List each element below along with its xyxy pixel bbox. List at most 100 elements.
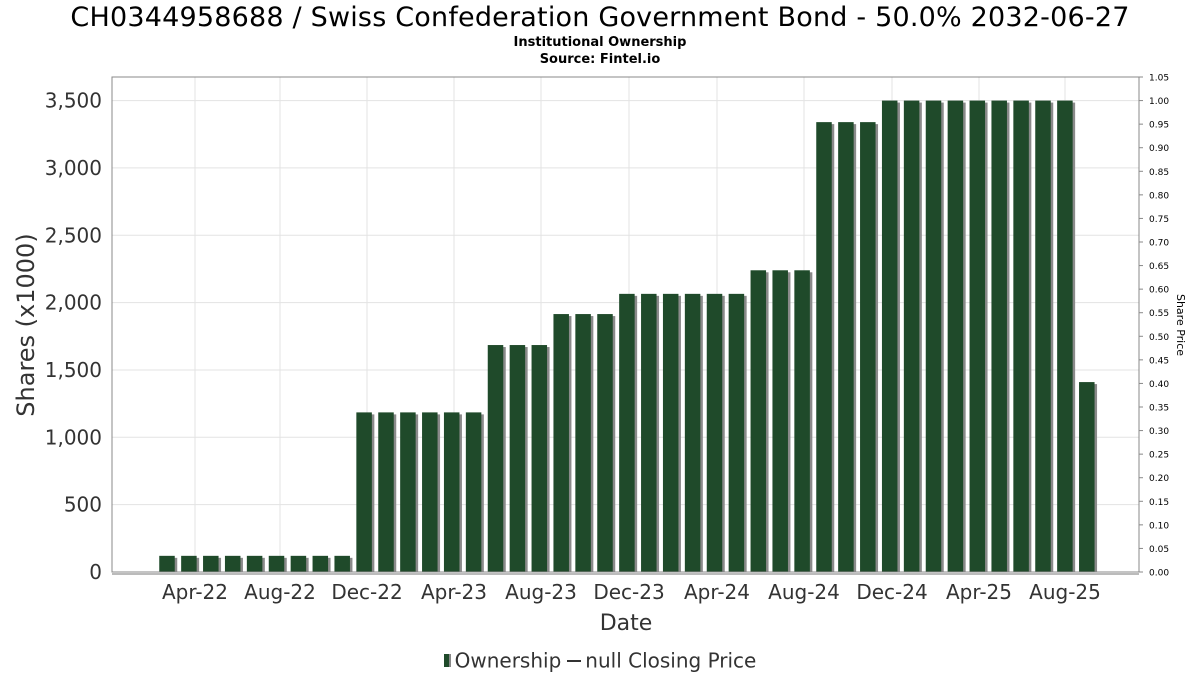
ownership-bar (619, 293, 635, 572)
ownership-bar (969, 100, 986, 573)
ownership-bar (268, 555, 285, 572)
ownership-bar (531, 345, 548, 572)
y-tick-label: 500 (64, 493, 102, 517)
x-tick-label: Apr-23 (421, 580, 487, 604)
ownership-bar (662, 293, 679, 572)
y-tick-label: 1,000 (45, 425, 102, 449)
ownership-legend-label: Ownership (454, 648, 562, 673)
ownership-bar (356, 412, 372, 572)
ownership-legend-swatch (443, 654, 451, 667)
y2-tick-label: 0.15 (1149, 498, 1169, 508)
x-tick-label: Apr-22 (162, 580, 228, 604)
ownership-bar (838, 122, 854, 573)
ownership-bar (860, 122, 876, 573)
y-tick-label: 1,500 (45, 358, 102, 382)
y2-axis-ticks: 0.00 0.05 0.10 0.15 0.20 0.25 0.30 0.35 0.40 0.45… (1139, 74, 1169, 579)
y2-tick-label: 0.30 (1149, 427, 1169, 437)
ownership-bar (1057, 100, 1073, 573)
ownership-bar (794, 270, 810, 572)
y2-tick-label: 0.95 (1149, 121, 1169, 131)
y2-tick-label: 0.70 (1149, 239, 1169, 249)
ownership-bar (728, 293, 745, 572)
ownership-bar (224, 555, 241, 572)
x-tick-label: Aug-24 (768, 580, 840, 604)
ownership-bar (597, 314, 613, 572)
y2-tick-label: 0.00 (1149, 569, 1169, 579)
chart-subtitle: Institutional Ownership (513, 35, 687, 50)
y2-axis-label: Share Price (1174, 294, 1187, 356)
y-tick-label: 0 (89, 560, 102, 584)
y-tick-label: 2,500 (45, 223, 102, 247)
y2-tick-label: 0.60 (1149, 286, 1169, 296)
y-tick-label: 3,000 (45, 156, 102, 180)
y-tick-label: 3,500 (45, 89, 102, 113)
ownership-bar (181, 555, 197, 572)
ownership-bar (203, 555, 219, 572)
ownership-bar (465, 412, 482, 572)
x-tick-label: Dec-24 (856, 580, 927, 604)
ownership-bar (509, 345, 526, 572)
y2-tick-label: 0.75 (1149, 215, 1169, 225)
ownership-bar (1079, 382, 1095, 572)
ownership-bar (312, 555, 329, 572)
ownership-bar (816, 122, 832, 573)
chart-source: Source: Fintel.io (539, 52, 661, 67)
chart-legend: Ownership null Closing Price (0, 647, 1200, 673)
price-legend-swatch (567, 659, 582, 662)
ownership-bar (443, 412, 460, 572)
y2-tick-label: 0.90 (1149, 144, 1169, 154)
ownership-bar (684, 293, 701, 572)
x-tick-label: Aug-25 (1029, 580, 1101, 604)
ownership-bar (159, 555, 175, 572)
y2-tick-label: 0.25 (1149, 451, 1169, 461)
y-tick-label: 2,000 (45, 291, 102, 315)
ownership-bar (553, 314, 569, 572)
ownership-chart: 0 500 1,000 1,500 2,000 2,500 3,000 3,500 0.00 0… (12, 74, 1187, 637)
ownership-bar (706, 293, 723, 572)
bar-series (159, 100, 1098, 573)
ownership-bar (772, 270, 788, 572)
y2-tick-label: 1.05 (1149, 74, 1169, 84)
ownership-bar (487, 345, 504, 572)
plot-border (111, 76, 1140, 573)
ownership-bar (947, 100, 964, 573)
y2-tick-label: 0.35 (1149, 404, 1169, 414)
ownership-bar (881, 100, 898, 573)
ownership-bar (334, 555, 350, 572)
ownership-bar (903, 100, 920, 573)
x-tick-label: Dec-23 (593, 580, 664, 604)
price-legend-label: null Closing Price (585, 648, 757, 673)
x-tick-label: Dec-22 (331, 580, 402, 604)
y2-tick-label: 0.65 (1149, 262, 1169, 272)
y2-tick-label: 0.45 (1149, 356, 1169, 366)
ownership-bar (925, 100, 942, 573)
ownership-bar (991, 100, 1007, 573)
y-axis-label: Shares (x1000) (12, 233, 40, 416)
ownership-bar (400, 412, 416, 572)
y2-tick-label: 0.55 (1149, 309, 1169, 319)
ownership-bar (422, 412, 438, 572)
x-tick-label: Aug-23 (505, 580, 577, 604)
y2-tick-label: 0.50 (1149, 333, 1169, 343)
x-tick-label: Apr-25 (946, 580, 1012, 604)
ownership-bar (1013, 100, 1029, 573)
y-axis-ticks: 0 500 1,000 1,500 2,000 2,500 3,000 3,500 (45, 89, 102, 584)
y2-tick-label: 0.40 (1149, 380, 1169, 390)
ownership-bar (378, 412, 394, 572)
x-axis-ticks: Apr-22 Aug-22 Dec-22 Apr-23 Aug-23 Dec-23 Apr-… (162, 580, 1101, 604)
y2-tick-label: 0.20 (1149, 474, 1169, 484)
ownership-bar (575, 314, 591, 572)
ownership-bar (641, 293, 657, 572)
x-tick-label: Aug-22 (244, 580, 316, 604)
ownership-bar (246, 555, 263, 572)
y2-tick-label: 0.80 (1149, 191, 1169, 201)
page-title: CH0344958688 / Swiss Confederation Gover… (70, 2, 1130, 33)
y2-tick-label: 1.00 (1149, 97, 1169, 107)
y2-tick-label: 0.85 (1149, 168, 1169, 178)
x-tick-label: Apr-24 (684, 580, 750, 604)
ownership-bar (290, 555, 307, 572)
x-axis-label: Date (600, 611, 653, 636)
plot-frame (111, 76, 1140, 575)
ownership-bar (1035, 100, 1051, 573)
ownership-bar (750, 270, 767, 572)
